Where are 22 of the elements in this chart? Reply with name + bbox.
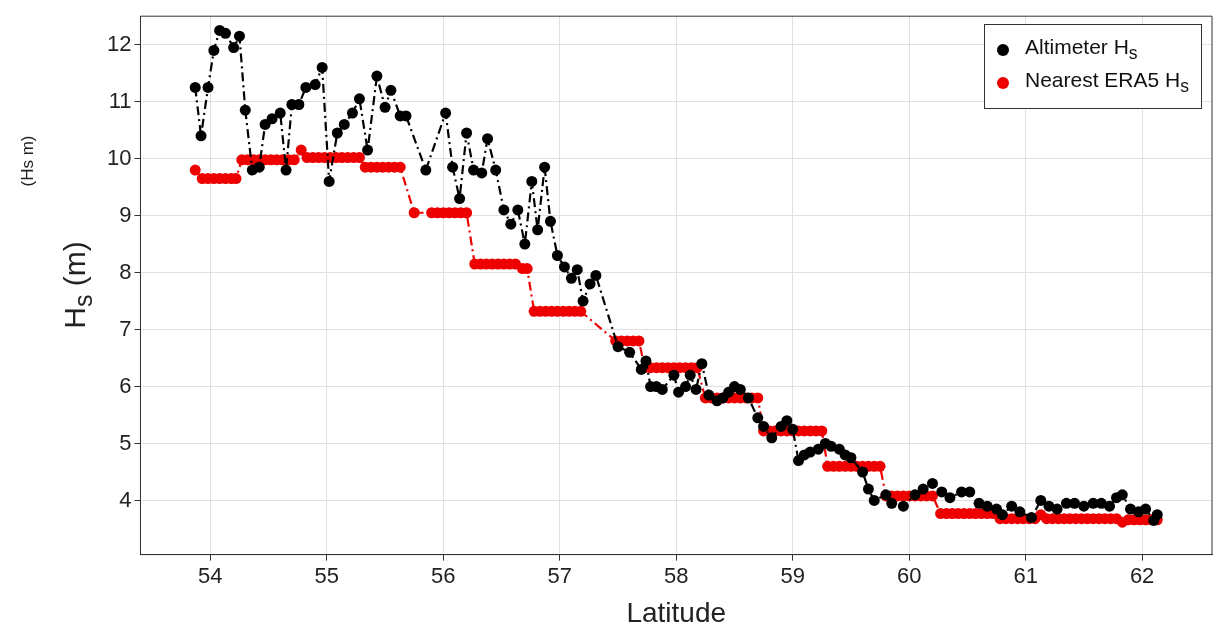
legend-label: Nearest ERA5 H$_{s}$ [1025,68,1189,98]
x-axis-title: Latitude [625,596,728,627]
y-tick-label: 9 [119,201,132,227]
y-tick-label: 7 [119,315,132,341]
x-tick-label: 55 [314,562,340,588]
y-tick-label: 4 [119,486,132,512]
y-tick-label: 5 [119,429,132,455]
y-tick-label: 12 [106,30,132,56]
y-tick-label: 6 [119,372,132,398]
x-tick-label: 54 [198,562,223,588]
x-tick-label: 57 [547,562,573,588]
x-tick-label: 58 [663,562,689,588]
x-tick-label: 62 [1129,562,1155,588]
y-tick-label: 8 [119,258,132,284]
x-tick-label: 59 [780,562,805,588]
legend-label: Altimeter H$_{s}$ [1025,35,1138,65]
y-tick-label: 10 [106,144,132,170]
x-tick-label: 61 [1013,562,1038,588]
x-tick-label: 60 [896,562,922,588]
x-tick-label: 56 [431,562,456,588]
text: (Hs m) [18,135,38,187]
y-tick-label: 11 [108,87,132,113]
